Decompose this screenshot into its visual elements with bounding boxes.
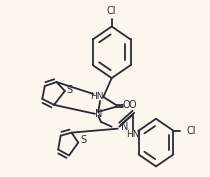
Text: S: S (67, 85, 73, 95)
Text: N: N (121, 122, 128, 132)
Text: HN: HN (126, 130, 139, 139)
Text: HN: HN (90, 92, 103, 101)
Text: O: O (129, 100, 136, 110)
Text: Cl: Cl (107, 6, 116, 16)
Text: Cl: Cl (187, 126, 196, 136)
Text: O: O (123, 100, 130, 110)
Text: S: S (80, 135, 86, 145)
Text: N: N (95, 109, 102, 119)
